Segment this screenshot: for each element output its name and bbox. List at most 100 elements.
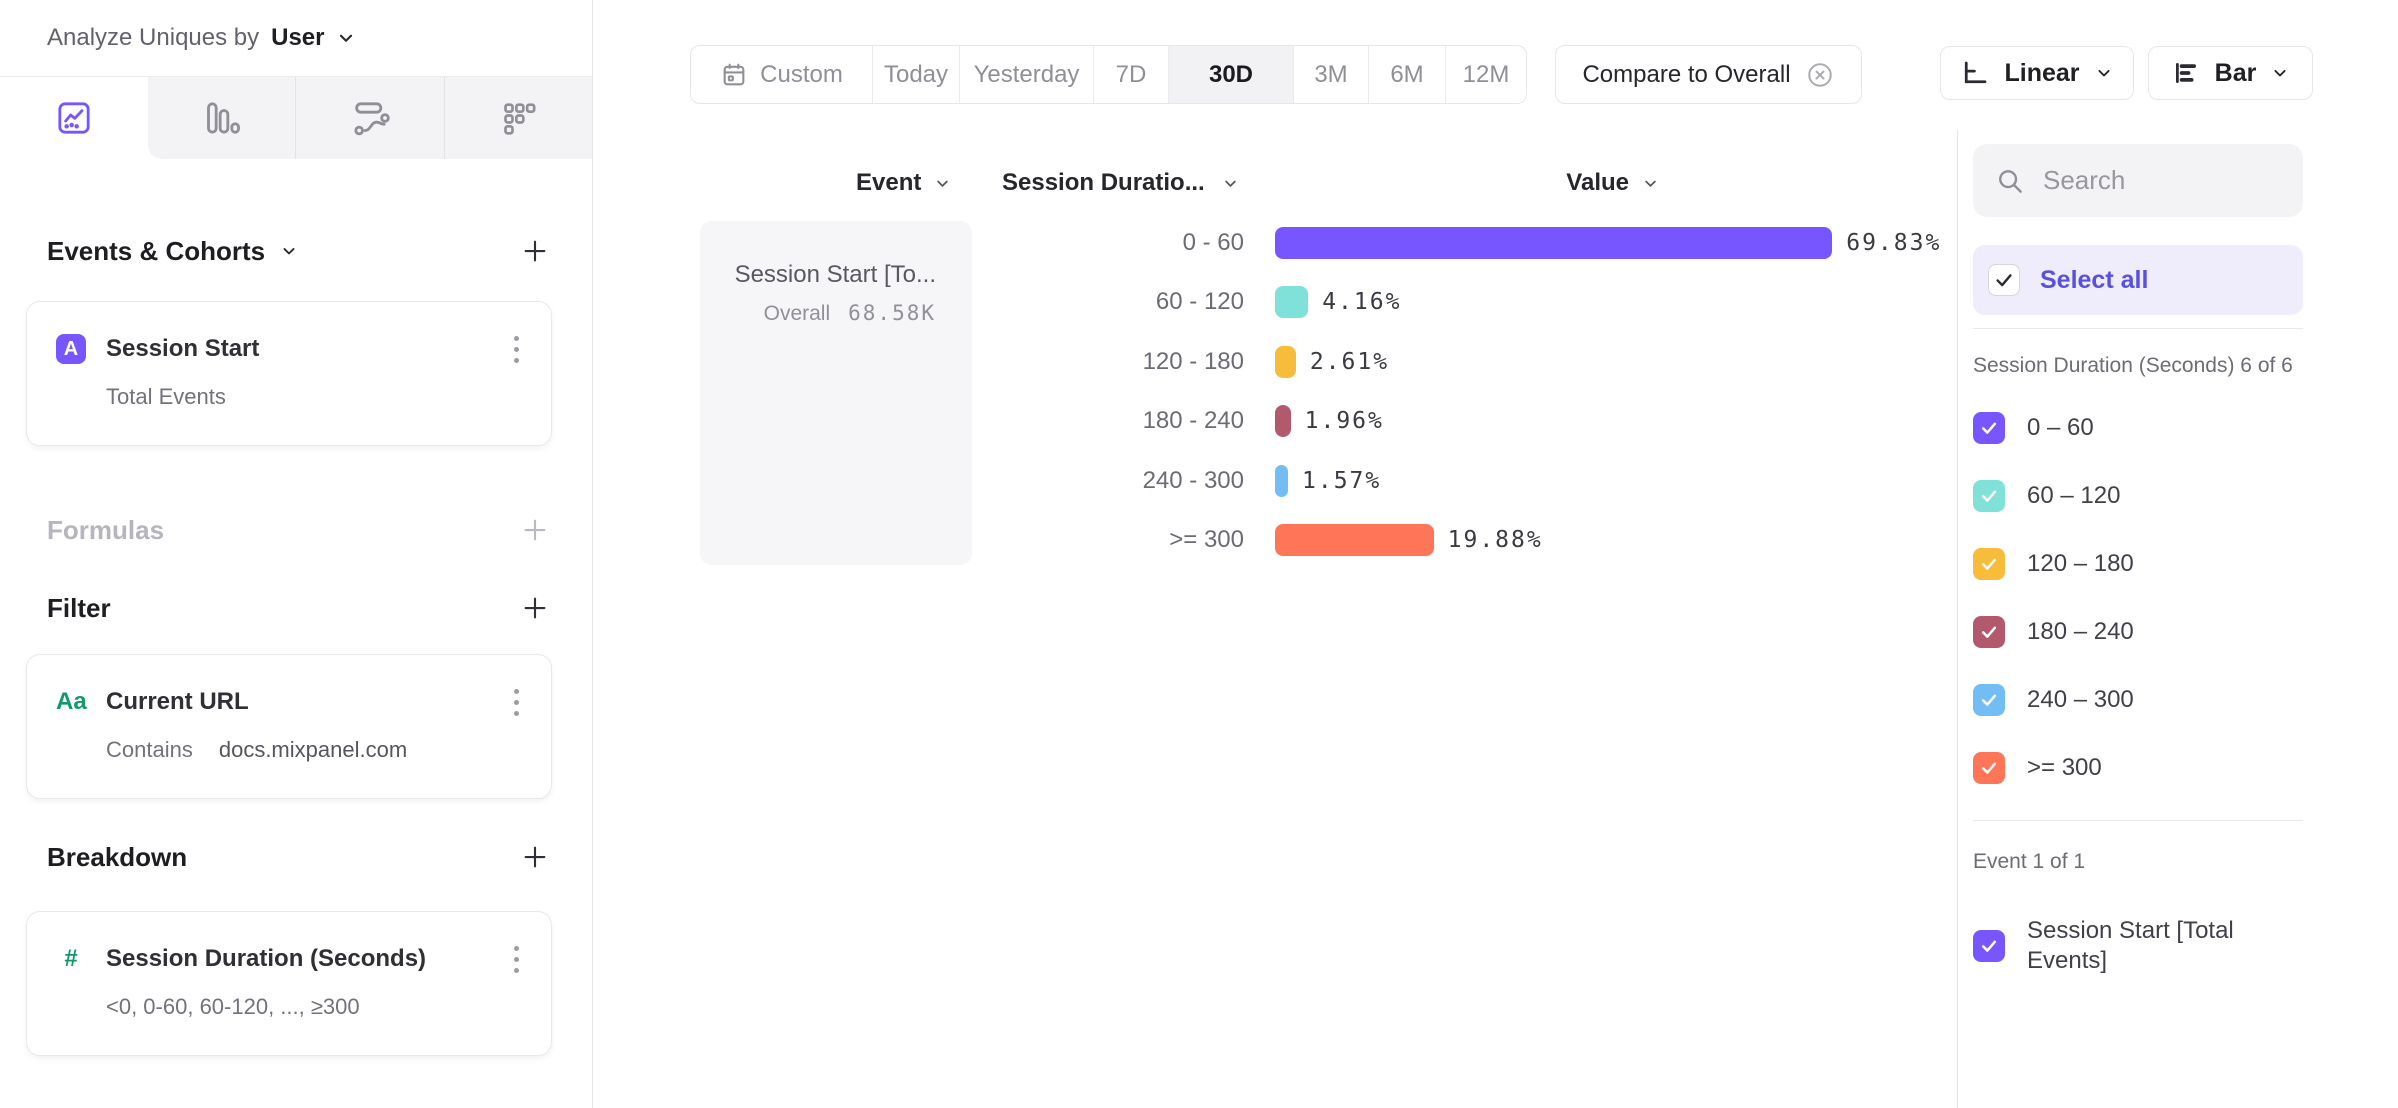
date-range-label: 3M bbox=[1314, 60, 1348, 88]
segment-legend-panel: Select all Session Duration (Seconds) 6 … bbox=[1957, 130, 2398, 1108]
event-card-session-start[interactable]: A Session Start Total Events bbox=[26, 301, 552, 446]
breakdown-buckets[interactable]: <0, 0-60, 60-120, ..., ≥300 bbox=[106, 994, 360, 1019]
legend-bucket-checkbox[interactable] bbox=[1973, 752, 2005, 784]
chevron-down-icon bbox=[1641, 174, 1660, 193]
event-card-title[interactable]: Session Start bbox=[106, 335, 260, 362]
select-all-checkbox[interactable] bbox=[1988, 264, 2020, 296]
filter-card-title[interactable]: Current URL bbox=[106, 688, 249, 715]
legend-event-row[interactable]: Session Start [Total Events] bbox=[1973, 916, 2303, 976]
breakdown-section-header: Breakdown bbox=[0, 837, 592, 877]
filter-section-header: Filter bbox=[0, 588, 592, 628]
legend-bucket-row[interactable]: 0 – 60 bbox=[1973, 412, 2303, 444]
chevron-down-icon bbox=[933, 174, 952, 193]
event-row-cell[interactable]: Session Start [To... Overall 68.58K bbox=[700, 221, 972, 565]
legend-bucket-label: 60 – 120 bbox=[2027, 482, 2121, 509]
legend-bucket-checkbox[interactable] bbox=[1973, 412, 2005, 444]
date-range-30d[interactable]: 30D bbox=[1168, 46, 1293, 103]
breakdown-card-title[interactable]: Session Duration (Seconds) bbox=[106, 945, 427, 972]
legend-bucket-checkbox[interactable] bbox=[1973, 616, 2005, 648]
date-range-3m[interactable]: 3M bbox=[1293, 46, 1368, 103]
date-range-custom[interactable]: Custom bbox=[691, 46, 872, 103]
filter-card-current-url[interactable]: Aa Current URL Contains docs.mixpanel.com bbox=[26, 654, 552, 799]
column-header-value[interactable]: Value bbox=[1520, 166, 1660, 200]
event-header-label: Event bbox=[856, 169, 922, 196]
bar-row: 180 - 240 1.96% bbox=[1000, 405, 1384, 438]
value-header-label: Value bbox=[1566, 169, 1629, 196]
date-range-12m[interactable]: 12M bbox=[1445, 46, 1526, 103]
column-header-event[interactable]: Event bbox=[856, 166, 952, 200]
legend-bucket-row[interactable]: 240 – 300 bbox=[1973, 684, 2303, 716]
chart-type-selector-value: Bar bbox=[2214, 58, 2257, 87]
date-range-label: 7D bbox=[1115, 60, 1147, 88]
add-event-button[interactable] bbox=[518, 234, 552, 268]
bar-value-label: 2.61% bbox=[1309, 348, 1390, 375]
filter-value[interactable]: docs.mixpanel.com bbox=[218, 737, 408, 762]
legend-bucket-checkbox[interactable] bbox=[1973, 480, 2005, 512]
date-range-label: Today bbox=[883, 60, 949, 88]
retention-grid-icon bbox=[498, 98, 538, 138]
bar-value-label: 1.57% bbox=[1302, 467, 1382, 494]
add-breakdown-button[interactable] bbox=[518, 840, 552, 874]
event-group-label: Event 1 of 1 bbox=[1973, 850, 2086, 873]
scale-selector-value: Linear bbox=[2004, 58, 2080, 87]
compare-to-overall-chip[interactable]: Compare to Overall bbox=[1555, 45, 1862, 104]
legend-bucket-label: 0 – 60 bbox=[2027, 414, 2094, 441]
kebab-menu-icon[interactable] bbox=[501, 685, 531, 719]
date-range-selector: Custom Today Yesterday 7D 30D 3M 6M 12M bbox=[690, 45, 1527, 104]
legend-search-box[interactable] bbox=[1973, 144, 2303, 217]
date-range-6m[interactable]: 6M bbox=[1368, 46, 1445, 103]
linear-axis-icon bbox=[1960, 58, 1990, 88]
event-card-measurement[interactable]: Total Events bbox=[106, 384, 226, 409]
tab-retention[interactable] bbox=[443, 77, 592, 159]
bar-segment[interactable] bbox=[1275, 286, 1309, 319]
legend-event-checkbox[interactable] bbox=[1973, 930, 2005, 962]
legend-bucket-row[interactable]: 60 – 120 bbox=[1973, 480, 2303, 512]
bar-value-label: 1.96% bbox=[1304, 408, 1384, 435]
breakdown-group-label: Session Duration (Seconds) 6 of 6 bbox=[1973, 354, 2293, 377]
select-all-row[interactable]: Select all bbox=[1973, 245, 2303, 315]
kebab-menu-icon[interactable] bbox=[501, 942, 531, 976]
legend-bucket-row[interactable]: 180 – 240 bbox=[1973, 616, 2303, 648]
filter-operator[interactable]: Contains bbox=[106, 737, 193, 762]
date-range-yesterday[interactable]: Yesterday bbox=[959, 46, 1093, 103]
tab-funnels[interactable] bbox=[147, 77, 295, 159]
bar-segment[interactable] bbox=[1275, 524, 1434, 556]
scale-selector-button[interactable]: Linear bbox=[1940, 46, 2134, 100]
date-range-label: 30D bbox=[1208, 60, 1254, 88]
query-builder-sidebar: Analyze Uniques by User bbox=[0, 0, 593, 1108]
bar-segment[interactable] bbox=[1275, 464, 1288, 497]
breakdown-card-session-duration[interactable]: # Session Duration (Seconds) <0, 0-60, 6… bbox=[26, 911, 552, 1056]
breakdown-title: Breakdown bbox=[47, 841, 188, 872]
legend-bucket-label: >= 300 bbox=[2027, 754, 2102, 781]
chart-type-selector-button[interactable]: Bar bbox=[2148, 46, 2313, 100]
remove-compare-icon[interactable] bbox=[1805, 60, 1835, 90]
bar-value-label: 4.16% bbox=[1322, 289, 1402, 316]
events-cohorts-title[interactable]: Events & Cohorts bbox=[47, 235, 266, 266]
chevron-down-icon bbox=[279, 241, 299, 261]
overall-value: 68.58K bbox=[848, 301, 936, 325]
add-filter-button[interactable] bbox=[518, 591, 552, 625]
formulas-section-header: Formulas bbox=[0, 510, 592, 550]
tab-insights[interactable] bbox=[0, 77, 148, 159]
date-range-7d[interactable]: 7D bbox=[1093, 46, 1168, 103]
bar-segment[interactable] bbox=[1275, 345, 1296, 378]
compare-label: Compare to Overall bbox=[1582, 60, 1791, 88]
search-icon bbox=[1995, 166, 2025, 196]
search-input[interactable] bbox=[2041, 164, 2275, 197]
bar-category-label: 120 - 180 bbox=[1142, 347, 1244, 375]
filter-title: Filter bbox=[47, 592, 111, 623]
date-range-today[interactable]: Today bbox=[872, 46, 959, 103]
bar-segment[interactable] bbox=[1275, 227, 1833, 259]
legend-bucket-checkbox[interactable] bbox=[1973, 684, 2005, 716]
kebab-menu-icon[interactable] bbox=[501, 332, 531, 366]
legend-bucket-checkbox[interactable] bbox=[1973, 548, 2005, 580]
tab-flows[interactable] bbox=[295, 77, 444, 159]
add-formula-button[interactable] bbox=[518, 513, 552, 547]
column-header-breakdown[interactable]: Session Duratio... bbox=[1002, 166, 1240, 200]
legend-bucket-row[interactable]: >= 300 bbox=[1973, 752, 2303, 784]
bar-segment[interactable] bbox=[1275, 405, 1291, 438]
analyze-by-dropdown[interactable]: User bbox=[271, 24, 356, 52]
legend-bucket-row[interactable]: 120 – 180 bbox=[1973, 548, 2303, 580]
chevron-down-icon bbox=[2094, 63, 2114, 83]
